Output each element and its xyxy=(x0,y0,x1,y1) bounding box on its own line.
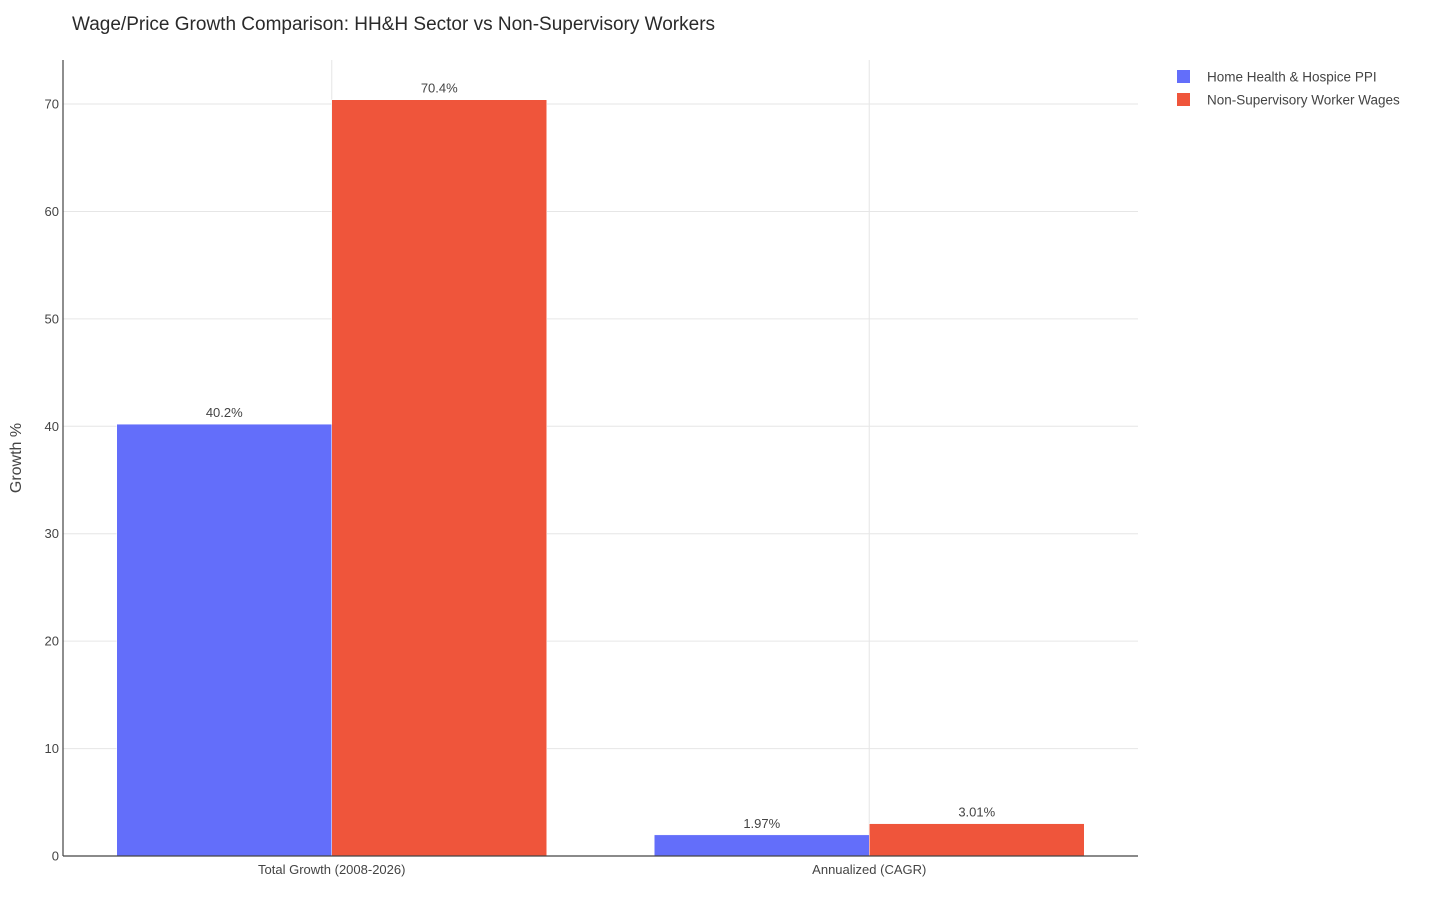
data-labels: 40.2% 1.97% 70.4% 3.01% xyxy=(206,81,996,831)
legend-item[interactable]: Non-Supervisory Worker Wages xyxy=(1177,93,1400,108)
legend-swatch xyxy=(1177,93,1190,106)
bar[interactable] xyxy=(654,834,870,857)
y-tick-label: 60 xyxy=(45,204,59,219)
legend-label: Non-Supervisory Worker Wages xyxy=(1207,93,1400,108)
legend[interactable]: Home Health & Hospice PPI Non-Supervisory… xyxy=(1177,70,1400,108)
bar[interactable] xyxy=(869,823,1085,857)
legend-swatch xyxy=(1177,70,1190,83)
y-tick-label: 50 xyxy=(45,311,59,326)
chart-title: Wage/Price Growth Comparison: HH&H Secto… xyxy=(72,14,715,35)
bar[interactable] xyxy=(116,423,332,857)
y-tick-label: 70 xyxy=(45,97,59,112)
bars xyxy=(116,99,1085,857)
legend-item[interactable]: Home Health & Hospice PPI xyxy=(1177,70,1377,85)
bar-value-label: 3.01% xyxy=(958,805,995,820)
y-tick-label: 10 xyxy=(45,741,59,756)
y-tick-label: 20 xyxy=(45,634,59,649)
bar[interactable] xyxy=(331,99,547,857)
legend-label: Home Health & Hospice PPI xyxy=(1207,70,1377,85)
bar-value-label: 40.2% xyxy=(206,405,243,420)
y-tick-label: 40 xyxy=(45,419,59,434)
x-tick-label: Total Growth (2008-2026) xyxy=(258,862,405,877)
axes: 0 10 20 30 40 50 60 70 Total Growth (2008-2026) A… xyxy=(45,60,1138,877)
y-axis-title: Growth % xyxy=(8,423,25,493)
y-tick-label: 0 xyxy=(52,849,59,864)
y-tick-label: 30 xyxy=(45,526,59,541)
bar-value-label: 70.4% xyxy=(421,81,458,96)
x-tick-label: Annualized (CAGR) xyxy=(812,862,926,877)
bar-value-label: 1.97% xyxy=(743,816,780,831)
